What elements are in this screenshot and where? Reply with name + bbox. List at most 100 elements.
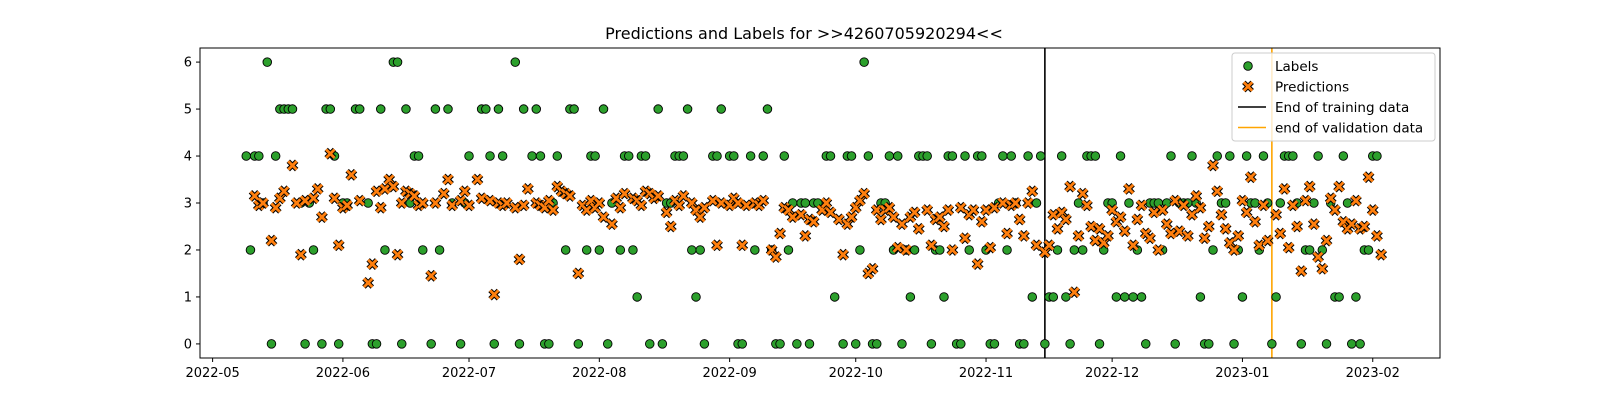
prediction-marker-fill <box>1371 230 1383 242</box>
label-point <box>514 339 525 349</box>
prediction-point <box>488 288 501 301</box>
prediction-point <box>564 190 576 202</box>
prediction-marker-fill <box>1242 81 1254 92</box>
label-point <box>871 339 882 349</box>
prediction-marker-fill <box>392 249 403 260</box>
label-point <box>1304 245 1315 255</box>
prediction-marker-fill <box>989 202 1000 213</box>
label-point <box>1212 151 1222 161</box>
prediction-point <box>1308 218 1320 231</box>
prediction-marker-fill <box>1073 230 1084 242</box>
prediction-marker-fill <box>1052 223 1063 235</box>
x-tick-label: 2022-07 <box>442 366 496 381</box>
y-axis: 0 1 2 3 4 5 6 <box>184 56 200 352</box>
label-point <box>1115 151 1126 161</box>
prediction-point <box>1169 194 1182 207</box>
legend-label: End of training data <box>1275 100 1409 116</box>
prediction-marker-fill <box>447 200 458 211</box>
label-point <box>493 104 504 114</box>
label-point <box>518 104 529 114</box>
label-point <box>1027 292 1038 302</box>
prediction-point <box>311 183 324 195</box>
prediction-marker-fill <box>1136 200 1147 211</box>
prediction-point <box>307 192 320 205</box>
prediction-point <box>984 241 997 254</box>
prediction-point <box>807 215 820 228</box>
prediction-point <box>996 197 1009 209</box>
prediction-point <box>316 211 328 223</box>
prediction-point <box>875 213 887 226</box>
y-tick-label: 2 <box>184 243 192 258</box>
prediction-marker-fill <box>1270 209 1282 220</box>
prediction-point <box>664 220 677 233</box>
prediction-marker-fill <box>997 197 1009 209</box>
prediction-marker-fill <box>1077 188 1088 199</box>
prediction-marker-fill <box>1262 235 1273 246</box>
label-point <box>434 245 445 255</box>
prediction-point <box>1081 199 1093 212</box>
label-point <box>1338 151 1349 161</box>
label-point <box>1065 339 1075 349</box>
label-point <box>535 151 546 161</box>
prediction-point <box>1068 286 1081 299</box>
label-point <box>909 245 920 255</box>
prediction-marker-fill <box>501 197 513 209</box>
prediction-marker-fill <box>510 202 521 213</box>
prediction-marker-fill <box>909 207 920 218</box>
label-point <box>657 339 668 349</box>
label-point <box>1313 151 1323 161</box>
prediction-marker-fill <box>1300 195 1311 206</box>
prediction-marker-fill <box>1367 204 1378 216</box>
x-tick-label: 2022-11 <box>959 366 1013 381</box>
prediction-point <box>517 199 530 212</box>
prediction-marker-fill <box>1165 228 1177 239</box>
label-point <box>544 339 554 349</box>
prediction-point <box>353 194 366 207</box>
label-point <box>863 151 874 161</box>
prediction-point <box>1350 194 1362 207</box>
prediction-marker-fill <box>1031 240 1042 251</box>
prediction-point <box>521 183 534 195</box>
prediction-marker-fill <box>758 195 769 206</box>
prediction-marker-fill <box>955 202 967 213</box>
prediction-marker-fill <box>1317 263 1328 274</box>
prediction-point <box>1312 251 1324 263</box>
prediction-point <box>845 211 858 223</box>
prediction-point <box>1001 227 1013 240</box>
prediction-point <box>942 204 955 216</box>
prediction-point <box>387 180 400 193</box>
prediction-marker-fill <box>367 258 378 270</box>
prediction-point <box>542 194 555 207</box>
prediction-marker-fill <box>800 230 811 242</box>
prediction-marker-fill <box>921 204 933 216</box>
label-point <box>590 151 600 161</box>
prediction-marker-fill <box>1291 221 1303 232</box>
prediction-marker-fill <box>1102 230 1114 242</box>
label-point <box>418 245 428 255</box>
label-point <box>628 245 638 255</box>
label-point <box>510 57 521 67</box>
prediction-point <box>458 185 471 198</box>
prediction-point <box>1144 232 1156 245</box>
label-point <box>560 245 571 255</box>
prediction-point <box>425 269 438 282</box>
prediction-marker-fill <box>299 195 311 206</box>
label-point <box>695 245 705 255</box>
label-point <box>640 151 651 161</box>
prediction-point <box>1362 171 1375 184</box>
label-point <box>783 245 794 255</box>
prediction-point <box>1181 229 1194 242</box>
prediction-point <box>416 197 429 209</box>
prediction-marker-fill <box>1014 214 1025 225</box>
prediction-point <box>1190 190 1203 202</box>
prediction-point <box>896 218 908 231</box>
prediction-marker-fill <box>673 200 685 211</box>
prediction-point <box>593 197 606 209</box>
prediction-point <box>980 204 992 216</box>
prediction-point <box>429 197 442 209</box>
prediction-marker-fill <box>707 195 719 206</box>
prediction-point <box>1211 185 1224 198</box>
label-point <box>729 151 739 161</box>
prediction-point <box>786 211 799 223</box>
prediction-point <box>971 258 984 270</box>
